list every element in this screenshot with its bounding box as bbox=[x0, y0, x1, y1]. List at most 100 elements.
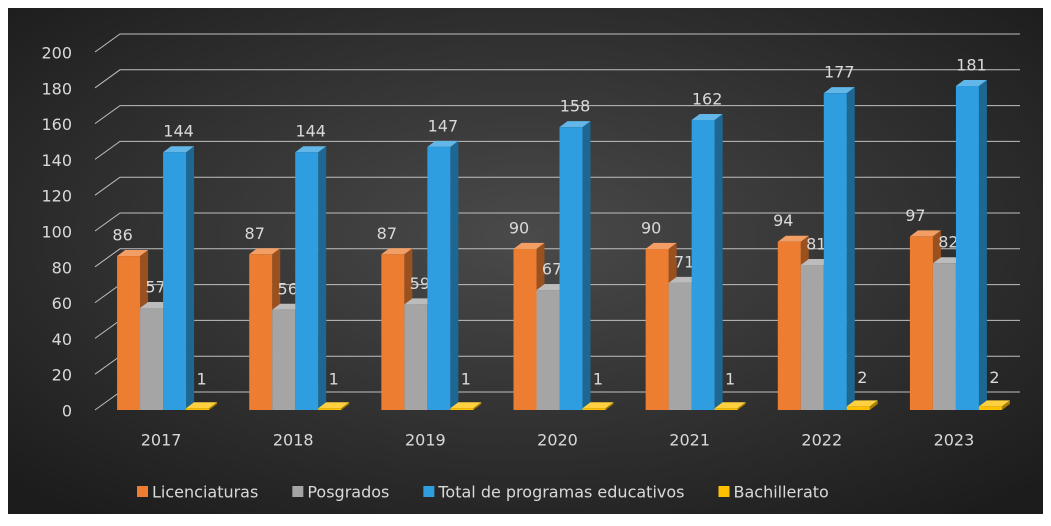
x-tick-label: 2022 bbox=[801, 431, 842, 450]
bar-side bbox=[978, 80, 987, 410]
bar bbox=[582, 408, 606, 410]
bar bbox=[381, 254, 405, 410]
data-label: 71 bbox=[674, 252, 694, 271]
data-label: 86 bbox=[112, 226, 132, 245]
bar bbox=[249, 254, 273, 410]
bar bbox=[427, 146, 451, 410]
data-label: 144 bbox=[163, 122, 194, 141]
data-label: 82 bbox=[938, 233, 958, 252]
legend-label: Bachillerato bbox=[733, 483, 828, 502]
data-label: 87 bbox=[377, 224, 397, 243]
data-label: 59 bbox=[410, 274, 430, 293]
bar-top bbox=[846, 400, 878, 407]
bar bbox=[691, 120, 715, 411]
data-label: 1 bbox=[593, 370, 603, 389]
bar bbox=[800, 265, 824, 410]
legend-swatch bbox=[137, 486, 148, 497]
data-label: 81 bbox=[806, 235, 826, 254]
bar-side bbox=[869, 400, 878, 410]
bar bbox=[450, 408, 474, 410]
bar-top bbox=[955, 80, 987, 87]
bar bbox=[404, 304, 428, 410]
data-label: 2 bbox=[989, 368, 999, 387]
bar bbox=[559, 127, 583, 411]
y-tick-label: 120 bbox=[41, 187, 72, 206]
bar-top bbox=[691, 114, 723, 121]
data-label: 1 bbox=[196, 370, 206, 389]
bar-top bbox=[249, 248, 281, 255]
bar-top bbox=[513, 242, 545, 249]
bar bbox=[272, 309, 296, 410]
x-tick-label: 2019 bbox=[405, 431, 446, 450]
bar-top bbox=[559, 121, 591, 128]
data-label: 90 bbox=[509, 218, 529, 237]
bar bbox=[536, 290, 560, 410]
data-label: 158 bbox=[560, 97, 591, 116]
y-tick-label: 140 bbox=[41, 151, 72, 170]
data-label: 87 bbox=[245, 224, 265, 243]
y-tick-label: 20 bbox=[52, 366, 72, 385]
bar-side bbox=[341, 402, 350, 410]
bar-top bbox=[163, 146, 195, 153]
data-label: 94 bbox=[773, 211, 793, 230]
bar bbox=[318, 408, 342, 410]
bar bbox=[823, 93, 847, 411]
data-label: 181 bbox=[956, 56, 987, 75]
bar-side bbox=[473, 402, 482, 410]
data-label: 67 bbox=[542, 260, 562, 279]
bar-side bbox=[318, 146, 327, 411]
legend-swatch bbox=[718, 486, 730, 497]
data-label: 90 bbox=[641, 218, 661, 237]
bar bbox=[513, 248, 537, 410]
data-label: 1 bbox=[725, 370, 735, 389]
bar bbox=[777, 241, 801, 410]
data-label: 97 bbox=[905, 206, 925, 225]
y-tick-label: 0 bbox=[62, 402, 72, 421]
data-label: 162 bbox=[692, 90, 723, 109]
bar bbox=[668, 282, 692, 410]
y-tick-label: 40 bbox=[52, 330, 72, 349]
bar-top bbox=[117, 250, 149, 257]
bar-side bbox=[209, 402, 218, 410]
x-tick-label: 2018 bbox=[273, 431, 314, 450]
bar bbox=[909, 236, 933, 410]
legend-label: Total de programas educativos bbox=[437, 483, 684, 502]
data-label: 56 bbox=[278, 279, 298, 298]
bar bbox=[140, 307, 164, 410]
bar-top bbox=[823, 87, 855, 94]
legend-swatch bbox=[423, 486, 435, 497]
bar-top bbox=[318, 402, 350, 409]
bar-top bbox=[582, 402, 614, 409]
x-tick-label: 2021 bbox=[669, 431, 710, 450]
bar bbox=[932, 263, 956, 410]
legend-label: Licenciaturas bbox=[152, 483, 258, 502]
bar-side bbox=[450, 140, 459, 410]
bar-top bbox=[714, 402, 746, 409]
bar-side bbox=[846, 87, 855, 411]
grid-line bbox=[94, 33, 1020, 53]
y-tick-label: 160 bbox=[41, 115, 72, 134]
bar-side bbox=[714, 114, 723, 411]
y-tick-label: 100 bbox=[41, 223, 72, 242]
bar-side bbox=[737, 402, 746, 410]
bar-top bbox=[978, 400, 1010, 407]
x-tick-label: 2017 bbox=[141, 431, 182, 450]
grid-line bbox=[94, 69, 1020, 89]
bar-top bbox=[186, 402, 218, 409]
data-label: 2 bbox=[857, 368, 867, 387]
bar bbox=[955, 86, 979, 410]
data-label: 1 bbox=[329, 370, 339, 389]
bar-top bbox=[295, 146, 327, 153]
bar-top bbox=[909, 230, 941, 237]
data-label: 57 bbox=[145, 277, 165, 296]
x-tick-label: 2023 bbox=[934, 431, 975, 450]
bar bbox=[186, 408, 210, 410]
bar bbox=[978, 406, 1002, 410]
bar-top bbox=[777, 235, 809, 242]
x-tick-label: 2020 bbox=[537, 431, 578, 450]
bar bbox=[117, 256, 141, 410]
bar-top bbox=[381, 248, 413, 255]
bar bbox=[645, 248, 669, 410]
bar-top bbox=[645, 242, 677, 249]
